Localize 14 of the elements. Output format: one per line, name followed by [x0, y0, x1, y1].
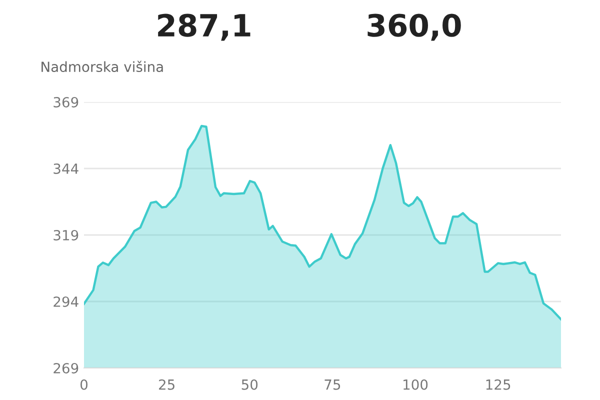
- y-axis-title: Nadmorska višina: [42, 60, 163, 72]
- x-tick-label: 125: [486, 379, 510, 390]
- y-tick-label: 319: [54, 230, 78, 240]
- x-tick-label: 25: [158, 379, 174, 390]
- y-tick-label: 269: [54, 362, 78, 374]
- text: 287,1: [158, 14, 250, 41]
- x-tick-label: 75: [324, 380, 340, 390]
- x-tick-label: 0: [80, 379, 88, 390]
- x-tick-label: 100: [404, 379, 428, 390]
- y-tick-label: 369: [54, 96, 78, 108]
- y-tick-label: 344: [54, 163, 78, 174]
- y-tick-label: 294: [54, 296, 78, 307]
- text: 360,0: [368, 14, 461, 41]
- x-tick-label: 50: [242, 379, 258, 390]
